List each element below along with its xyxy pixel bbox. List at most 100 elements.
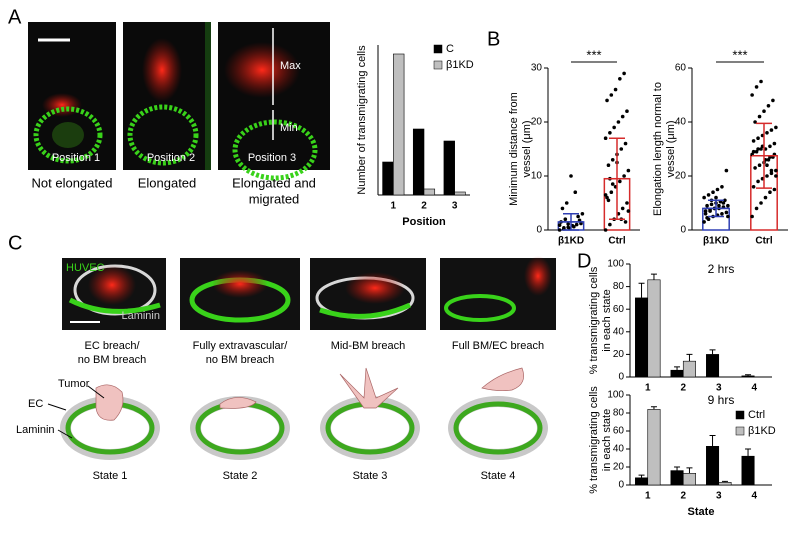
data-point (754, 149, 759, 154)
data-point (774, 174, 778, 178)
y-tick-label: 0 (680, 225, 686, 236)
data-point (605, 98, 609, 103)
bar (682, 472, 696, 486)
data-point (721, 201, 726, 205)
data-point (622, 71, 626, 76)
error-bar (638, 474, 645, 478)
data-point (720, 185, 724, 189)
data-point (560, 206, 565, 211)
x-tick-label: β1KD (558, 236, 584, 247)
data-point (724, 210, 729, 215)
diagram-label: EC (28, 398, 43, 410)
data-point (620, 206, 625, 211)
y-axis-label: % transmigrating cells (588, 266, 600, 374)
x-tick-label: 3 (716, 383, 722, 394)
data-point (756, 179, 760, 184)
data-point (756, 147, 760, 151)
caption: Fully extravascular/ (193, 340, 289, 352)
data-point (751, 185, 756, 189)
caption: no BM breach (78, 354, 146, 366)
bar (647, 279, 661, 378)
y-tick-label: 100 (607, 259, 624, 270)
y-axis-label: vessel (μm) (665, 120, 677, 177)
bar (635, 297, 649, 378)
data-point (557, 228, 562, 232)
bar (741, 455, 755, 486)
data-point (759, 201, 763, 205)
bar (423, 188, 436, 196)
data-point (763, 195, 768, 200)
y-tick-label: 20 (675, 171, 687, 182)
data-point (726, 214, 730, 219)
y-tick-label: 40 (613, 326, 625, 337)
y-axis-label: Minimum distance from (508, 92, 520, 206)
bar (412, 128, 425, 196)
bar (454, 191, 466, 196)
data-point (618, 179, 622, 184)
error-bar (638, 282, 645, 298)
y-tick-label: 30 (531, 63, 543, 74)
y-tick-label: 60 (613, 426, 625, 437)
data-point (757, 114, 762, 119)
data-point (622, 174, 626, 178)
bar (670, 470, 684, 486)
data-point (711, 190, 715, 194)
chart-title: 2 hrs (708, 262, 735, 276)
x-tick-label: 3 (716, 491, 722, 502)
data-point (759, 147, 763, 151)
bar (706, 354, 720, 378)
data-point (759, 79, 763, 84)
x-axis-label: State (688, 506, 715, 518)
data-point (754, 206, 759, 211)
data-point (751, 149, 756, 154)
y-axis-label: vessel (μm) (521, 120, 533, 177)
max-label: Max (280, 60, 301, 72)
data-point (702, 220, 706, 224)
data-point (772, 187, 777, 192)
data-point (750, 93, 754, 97)
y-axis-label: Elongation length normal to (652, 82, 664, 216)
error-bar (709, 435, 716, 447)
data-point (765, 131, 769, 135)
data-point (623, 220, 628, 224)
data-point (608, 222, 612, 227)
data-point (726, 203, 730, 208)
image-label: Position 1 (52, 152, 100, 164)
data-point (769, 128, 774, 132)
data-point (765, 174, 769, 178)
legend-swatch (433, 60, 443, 70)
panel-label: B (487, 28, 500, 50)
bar (670, 369, 684, 378)
bar (635, 477, 649, 486)
caption: no BM breach (206, 354, 274, 366)
data-point (715, 187, 720, 192)
error-bar (752, 122, 776, 189)
y-tick-label: 20 (531, 117, 543, 128)
data-point (619, 147, 624, 151)
caption: Elongated (138, 175, 197, 190)
data-point (708, 209, 712, 213)
data-point (609, 190, 614, 194)
error-bar (650, 406, 657, 410)
min-label: Min (280, 122, 298, 134)
data-point (750, 214, 754, 219)
data-point (717, 203, 721, 208)
state-label: State 2 (223, 470, 258, 482)
x-tick-label: Ctrl (755, 236, 772, 247)
diagram-label: Laminin (16, 424, 55, 436)
data-point (610, 182, 615, 186)
data-point (724, 168, 729, 173)
data-point (714, 195, 718, 200)
bar (682, 360, 696, 378)
bar (443, 140, 455, 196)
y-axis-label: % transmigrating cells (588, 386, 600, 494)
image-label: Position 3 (248, 152, 296, 164)
data-point (772, 141, 777, 146)
data-point (620, 114, 625, 119)
data-point (765, 163, 769, 167)
x-axis-label: Position (402, 216, 446, 228)
image-label: Position 2 (147, 152, 195, 164)
chart-title: 9 hrs (708, 393, 735, 407)
diagram-label: Tumor (58, 378, 90, 390)
